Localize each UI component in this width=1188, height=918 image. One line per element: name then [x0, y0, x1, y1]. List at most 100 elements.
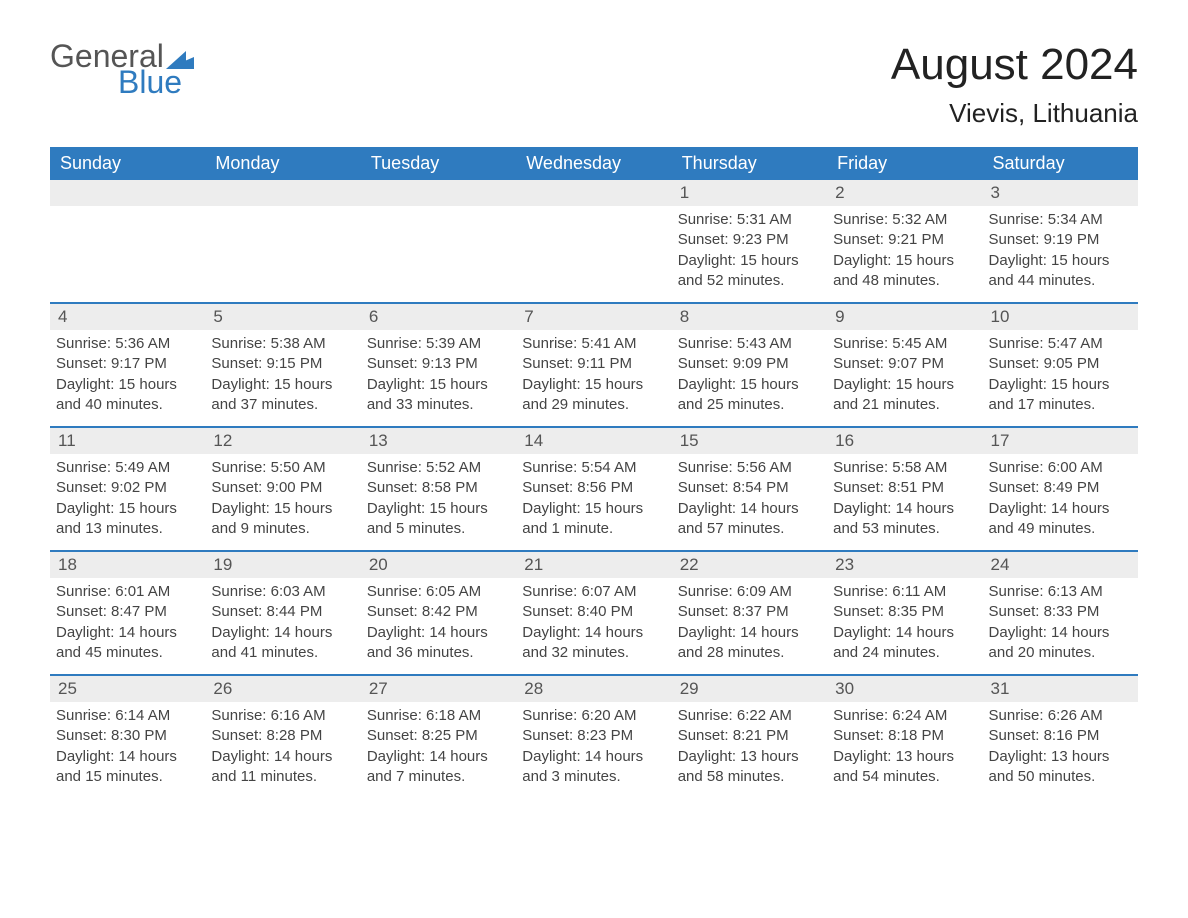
day-body: Sunrise: 6:09 AMSunset: 8:37 PMDaylight:… — [672, 578, 827, 671]
day-number: 14 — [516, 428, 671, 454]
day-cell: 18Sunrise: 6:01 AMSunset: 8:47 PMDayligh… — [50, 552, 205, 674]
day-cell: 6Sunrise: 5:39 AMSunset: 9:13 PMDaylight… — [361, 304, 516, 426]
day-of-week-row: SundayMondayTuesdayWednesdayThursdayFrid… — [50, 147, 1138, 180]
daylight-line: Daylight: 14 hours and 53 minutes. — [833, 499, 976, 540]
month-title: August 2024 — [891, 40, 1138, 90]
day-empty: . — [205, 180, 360, 302]
daylight-line: Daylight: 14 hours and 32 minutes. — [522, 623, 665, 664]
daylight-line: Daylight: 15 hours and 48 minutes. — [833, 251, 976, 292]
dow-thursday: Thursday — [672, 147, 827, 180]
day-cell: 13Sunrise: 5:52 AMSunset: 8:58 PMDayligh… — [361, 428, 516, 550]
day-cell: 10Sunrise: 5:47 AMSunset: 9:05 PMDayligh… — [983, 304, 1138, 426]
sunrise-line: Sunrise: 5:50 AM — [211, 458, 354, 478]
day-body: Sunrise: 5:34 AMSunset: 9:19 PMDaylight:… — [983, 206, 1138, 299]
sunrise-line: Sunrise: 5:56 AM — [678, 458, 821, 478]
daylight-line: Daylight: 15 hours and 25 minutes. — [678, 375, 821, 416]
daylight-line: Daylight: 14 hours and 20 minutes. — [989, 623, 1132, 664]
day-number: . — [50, 180, 205, 206]
sunrise-line: Sunrise: 6:14 AM — [56, 706, 199, 726]
day-cell: 3Sunrise: 5:34 AMSunset: 9:19 PMDaylight… — [983, 180, 1138, 302]
week-row: 18Sunrise: 6:01 AMSunset: 8:47 PMDayligh… — [50, 550, 1138, 674]
day-number: 2 — [827, 180, 982, 206]
day-cell: 1Sunrise: 5:31 AMSunset: 9:23 PMDaylight… — [672, 180, 827, 302]
sunrise-line: Sunrise: 6:22 AM — [678, 706, 821, 726]
day-body: Sunrise: 5:50 AMSunset: 9:00 PMDaylight:… — [205, 454, 360, 547]
day-number: . — [516, 180, 671, 206]
day-number: 12 — [205, 428, 360, 454]
day-number: 9 — [827, 304, 982, 330]
day-body: Sunrise: 6:01 AMSunset: 8:47 PMDaylight:… — [50, 578, 205, 671]
sunset-line: Sunset: 8:58 PM — [367, 478, 510, 498]
day-body: Sunrise: 5:41 AMSunset: 9:11 PMDaylight:… — [516, 330, 671, 423]
day-cell: 25Sunrise: 6:14 AMSunset: 8:30 PMDayligh… — [50, 676, 205, 798]
day-cell: 27Sunrise: 6:18 AMSunset: 8:25 PMDayligh… — [361, 676, 516, 798]
sunrise-line: Sunrise: 6:13 AM — [989, 582, 1132, 602]
day-number: 4 — [50, 304, 205, 330]
sunrise-line: Sunrise: 6:01 AM — [56, 582, 199, 602]
daylight-line: Daylight: 15 hours and 44 minutes. — [989, 251, 1132, 292]
daylight-line: Daylight: 15 hours and 37 minutes. — [211, 375, 354, 416]
day-number: 1 — [672, 180, 827, 206]
day-body: Sunrise: 6:26 AMSunset: 8:16 PMDaylight:… — [983, 702, 1138, 795]
day-body: Sunrise: 5:38 AMSunset: 9:15 PMDaylight:… — [205, 330, 360, 423]
day-cell: 15Sunrise: 5:56 AMSunset: 8:54 PMDayligh… — [672, 428, 827, 550]
sunrise-line: Sunrise: 5:36 AM — [56, 334, 199, 354]
week-row: 4Sunrise: 5:36 AMSunset: 9:17 PMDaylight… — [50, 302, 1138, 426]
daylight-line: Daylight: 14 hours and 57 minutes. — [678, 499, 821, 540]
day-empty: . — [516, 180, 671, 302]
sunset-line: Sunset: 9:15 PM — [211, 354, 354, 374]
day-cell: 11Sunrise: 5:49 AMSunset: 9:02 PMDayligh… — [50, 428, 205, 550]
dow-wednesday: Wednesday — [516, 147, 671, 180]
day-number: 3 — [983, 180, 1138, 206]
sunrise-line: Sunrise: 6:03 AM — [211, 582, 354, 602]
sunset-line: Sunset: 9:09 PM — [678, 354, 821, 374]
sunset-line: Sunset: 9:21 PM — [833, 230, 976, 250]
day-body: Sunrise: 6:13 AMSunset: 8:33 PMDaylight:… — [983, 578, 1138, 671]
daylight-line: Daylight: 15 hours and 13 minutes. — [56, 499, 199, 540]
sunset-line: Sunset: 8:18 PM — [833, 726, 976, 746]
sunset-line: Sunset: 8:21 PM — [678, 726, 821, 746]
day-cell: 26Sunrise: 6:16 AMSunset: 8:28 PMDayligh… — [205, 676, 360, 798]
daylight-line: Daylight: 14 hours and 15 minutes. — [56, 747, 199, 788]
day-body: Sunrise: 5:47 AMSunset: 9:05 PMDaylight:… — [983, 330, 1138, 423]
daylight-line: Daylight: 14 hours and 45 minutes. — [56, 623, 199, 664]
day-number: 22 — [672, 552, 827, 578]
day-number: 19 — [205, 552, 360, 578]
day-body: Sunrise: 5:52 AMSunset: 8:58 PMDaylight:… — [361, 454, 516, 547]
location: Vievis, Lithuania — [891, 98, 1138, 129]
sunrise-line: Sunrise: 5:47 AM — [989, 334, 1132, 354]
daylight-line: Daylight: 14 hours and 49 minutes. — [989, 499, 1132, 540]
day-number: 26 — [205, 676, 360, 702]
sunset-line: Sunset: 9:19 PM — [989, 230, 1132, 250]
daylight-line: Daylight: 15 hours and 17 minutes. — [989, 375, 1132, 416]
sunset-line: Sunset: 8:47 PM — [56, 602, 199, 622]
day-body: Sunrise: 5:39 AMSunset: 9:13 PMDaylight:… — [361, 330, 516, 423]
day-cell: 2Sunrise: 5:32 AMSunset: 9:21 PMDaylight… — [827, 180, 982, 302]
day-cell: 19Sunrise: 6:03 AMSunset: 8:44 PMDayligh… — [205, 552, 360, 674]
day-number: 16 — [827, 428, 982, 454]
week-row: 11Sunrise: 5:49 AMSunset: 9:02 PMDayligh… — [50, 426, 1138, 550]
day-body: Sunrise: 6:18 AMSunset: 8:25 PMDaylight:… — [361, 702, 516, 795]
sunrise-line: Sunrise: 5:43 AM — [678, 334, 821, 354]
week-row: 25Sunrise: 6:14 AMSunset: 8:30 PMDayligh… — [50, 674, 1138, 798]
day-number: 20 — [361, 552, 516, 578]
day-body: Sunrise: 5:54 AMSunset: 8:56 PMDaylight:… — [516, 454, 671, 547]
daylight-line: Daylight: 15 hours and 9 minutes. — [211, 499, 354, 540]
day-cell: 23Sunrise: 6:11 AMSunset: 8:35 PMDayligh… — [827, 552, 982, 674]
sunrise-line: Sunrise: 6:00 AM — [989, 458, 1132, 478]
daylight-line: Daylight: 15 hours and 40 minutes. — [56, 375, 199, 416]
daylight-line: Daylight: 14 hours and 24 minutes. — [833, 623, 976, 664]
day-body: Sunrise: 5:36 AMSunset: 9:17 PMDaylight:… — [50, 330, 205, 423]
day-empty: . — [361, 180, 516, 302]
dow-tuesday: Tuesday — [361, 147, 516, 180]
sunrise-line: Sunrise: 6:09 AM — [678, 582, 821, 602]
sunrise-line: Sunrise: 6:11 AM — [833, 582, 976, 602]
sunrise-line: Sunrise: 6:18 AM — [367, 706, 510, 726]
sunrise-line: Sunrise: 5:32 AM — [833, 210, 976, 230]
day-body: Sunrise: 6:16 AMSunset: 8:28 PMDaylight:… — [205, 702, 360, 795]
day-cell: 20Sunrise: 6:05 AMSunset: 8:42 PMDayligh… — [361, 552, 516, 674]
daylight-line: Daylight: 14 hours and 41 minutes. — [211, 623, 354, 664]
day-body: Sunrise: 5:32 AMSunset: 9:21 PMDaylight:… — [827, 206, 982, 299]
day-body: Sunrise: 6:00 AMSunset: 8:49 PMDaylight:… — [983, 454, 1138, 547]
sunset-line: Sunset: 8:40 PM — [522, 602, 665, 622]
